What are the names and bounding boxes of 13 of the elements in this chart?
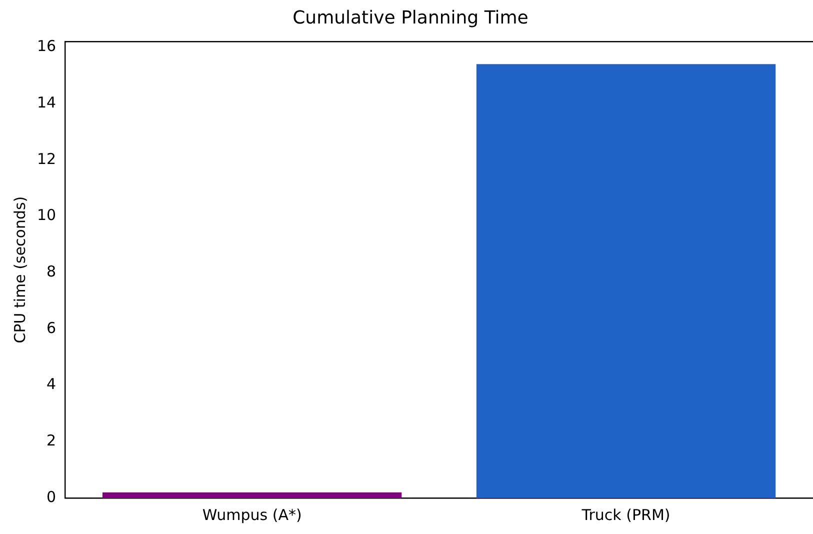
y-tick-label: 0 (46, 488, 56, 506)
y-tick-label: 4 (46, 375, 56, 394)
y-tick-label: 2 (46, 432, 56, 450)
y-tick-label: 16 (36, 37, 56, 56)
y-tick-label: 12 (36, 150, 56, 168)
x-tick-label: Truck (PRM) (580, 506, 670, 524)
x-tick-label: Wumpus (A*) (202, 506, 302, 524)
y-tick-label: 14 (36, 93, 56, 112)
y-tick-label: 6 (46, 318, 56, 337)
y-tick-label: 8 (46, 262, 56, 281)
y-tick-label: 10 (36, 206, 56, 224)
y-axis-title: CPU time (seconds) (10, 196, 29, 344)
chart-title: Cumulative Planning Time (292, 7, 528, 28)
